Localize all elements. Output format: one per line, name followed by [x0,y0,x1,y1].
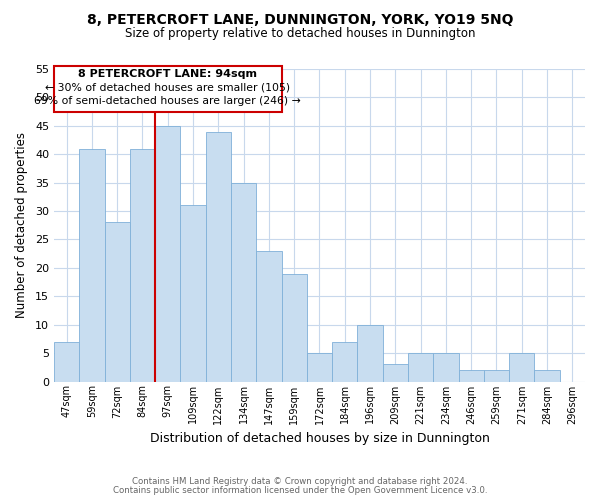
Bar [433,353,458,382]
Bar [256,251,281,382]
Y-axis label: Number of detached properties: Number of detached properties [15,132,28,318]
Text: Contains public sector information licensed under the Open Government Licence v3: Contains public sector information licen… [113,486,487,495]
Text: 8 PETERCROFT LANE: 94sqm: 8 PETERCROFT LANE: 94sqm [78,68,257,78]
Bar [54,342,79,382]
Bar [408,353,433,382]
Text: 69% of semi-detached houses are larger (246) →: 69% of semi-detached houses are larger (… [34,96,301,106]
Bar [358,324,383,382]
Text: 8, PETERCROFT LANE, DUNNINGTON, YORK, YO19 5NQ: 8, PETERCROFT LANE, DUNNINGTON, YORK, YO… [87,12,513,26]
Text: Contains HM Land Registry data © Crown copyright and database right 2024.: Contains HM Land Registry data © Crown c… [132,477,468,486]
Bar [79,148,104,382]
Bar [130,148,155,382]
Bar [281,274,307,382]
Text: ← 30% of detached houses are smaller (105): ← 30% of detached houses are smaller (10… [45,82,290,92]
Bar [484,370,509,382]
Bar [383,364,408,382]
Bar [181,206,206,382]
Bar [206,132,231,382]
Bar [231,182,256,382]
Text: Size of property relative to detached houses in Dunnington: Size of property relative to detached ho… [125,28,475,40]
Bar [458,370,484,382]
Bar [104,222,130,382]
Bar [307,353,332,382]
Bar [535,370,560,382]
X-axis label: Distribution of detached houses by size in Dunnington: Distribution of detached houses by size … [149,432,490,445]
Bar [332,342,358,382]
Bar [155,126,181,382]
Bar [509,353,535,382]
